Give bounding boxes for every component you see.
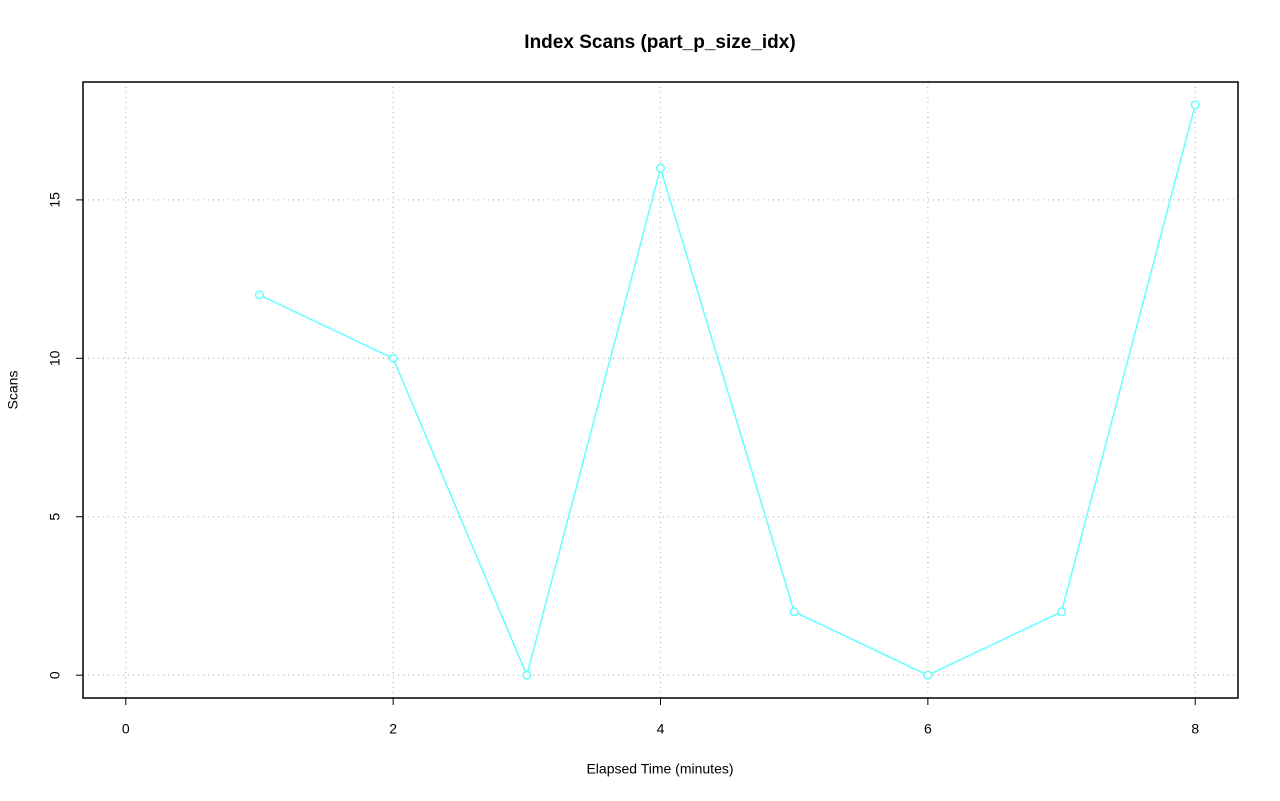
y-tick-label: 15 (47, 192, 63, 208)
x-axis-label: Elapsed Time (minutes) (586, 761, 733, 777)
x-tick-label: 4 (657, 721, 665, 737)
y-tick-label: 5 (47, 513, 63, 521)
data-point (522, 670, 532, 680)
chart-title: Index Scans (part_p_size_idx) (524, 32, 795, 53)
y-axis-label: Scans (5, 371, 21, 410)
data-point (388, 353, 398, 363)
data-point (789, 607, 799, 617)
data-point (1056, 607, 1067, 617)
x-tick-label: 0 (122, 721, 130, 737)
data-point (923, 670, 933, 680)
data-point (655, 163, 666, 173)
data-line (259, 104, 1196, 678)
x-tick-label: 2 (389, 721, 397, 737)
data-point (254, 290, 265, 300)
y-tick-label: 10 (47, 350, 63, 366)
y-tick-label: 0 (47, 671, 63, 679)
plot-frame (82, 81, 1239, 699)
x-tick-label: 8 (1191, 721, 1199, 737)
x-tick-label: 6 (924, 721, 932, 737)
data-point (1190, 100, 1200, 110)
